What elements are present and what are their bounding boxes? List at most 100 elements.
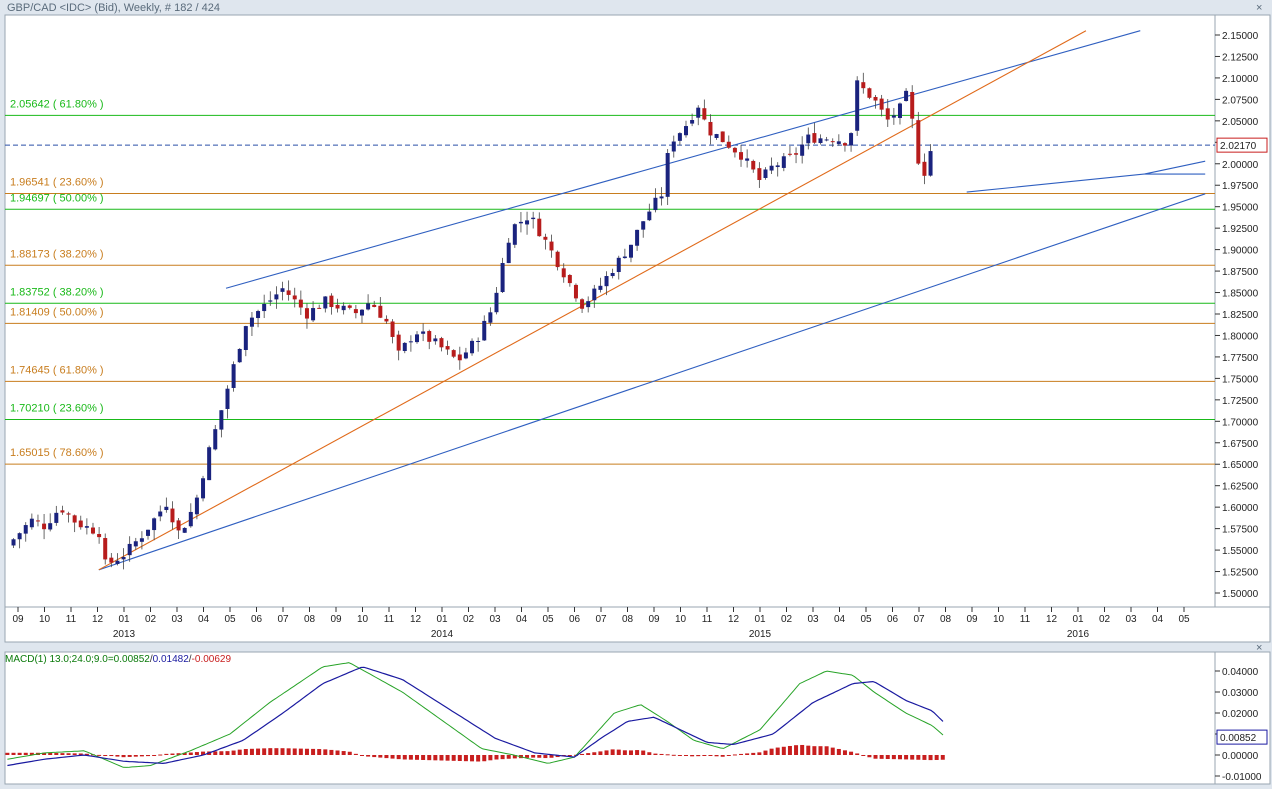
- year-label: 2015: [749, 629, 772, 640]
- macd-histogram-bar: [188, 752, 193, 755]
- macd-histogram-bar: [103, 755, 108, 756]
- candle-bull: [201, 478, 206, 499]
- price-tick-label: 1.50000: [1222, 589, 1259, 600]
- candle-bear: [90, 527, 95, 534]
- month-label: 07: [595, 614, 607, 625]
- close-icon[interactable]: ×: [1256, 2, 1262, 14]
- candle-bull: [488, 312, 493, 323]
- candle-bull: [653, 197, 658, 211]
- price-tick-label: 1.65000: [1222, 460, 1259, 471]
- month-label: 02: [781, 614, 793, 625]
- macd-histogram-bar: [904, 755, 909, 760]
- candle-bull: [152, 518, 157, 531]
- candle-bull: [225, 388, 230, 409]
- candle-bull: [274, 294, 279, 300]
- candle-bear: [292, 295, 297, 300]
- candle-bull: [470, 340, 475, 354]
- macd-histogram-bar: [84, 753, 89, 755]
- candle-bull: [506, 242, 511, 264]
- macd-histogram-bar: [311, 748, 316, 755]
- current-price-label: 2.02170: [1220, 141, 1257, 152]
- fib-level-label: 1.70210 ( 23.60% ): [10, 403, 104, 415]
- candle-bear: [916, 120, 921, 164]
- macd-axis[interactable]: [1214, 651, 1271, 785]
- macd-histogram-bar: [347, 751, 352, 755]
- candle-bull: [164, 506, 169, 511]
- candle-bear: [384, 318, 389, 322]
- candle-bear: [739, 152, 744, 160]
- candle-bull: [249, 317, 254, 327]
- price-tick-label: 1.97500: [1222, 181, 1259, 192]
- macd-histogram-bar: [72, 753, 77, 755]
- month-label: 04: [198, 614, 210, 625]
- macd-histogram-bar: [720, 755, 725, 757]
- candle-bear: [830, 141, 835, 143]
- candle-bull: [855, 80, 860, 131]
- macd-histogram-bar: [451, 755, 456, 761]
- price-tick-label: 1.95000: [1222, 203, 1259, 214]
- candle-bull: [84, 526, 89, 528]
- candle-bear: [451, 350, 456, 357]
- macd-histogram-bar: [415, 755, 420, 760]
- candle-bull: [359, 309, 364, 316]
- trendline-wedge-lower: [966, 173, 1145, 193]
- candle-bull: [714, 134, 719, 138]
- candles: [11, 72, 933, 570]
- month-label: 09: [966, 614, 978, 625]
- macd-value: 0.00852: [114, 654, 151, 665]
- candle-bear: [842, 143, 847, 146]
- macd-histogram-bar: [366, 755, 371, 757]
- candle-bear: [317, 307, 322, 309]
- price-panel[interactable]: [4, 14, 1216, 608]
- candle-bull: [745, 158, 750, 161]
- macd-histogram-bar: [390, 755, 395, 759]
- macd-histogram-bar: [763, 750, 768, 755]
- month-label: 07: [277, 614, 289, 625]
- macd-histogram-bar: [268, 748, 273, 755]
- macd-histogram-bar: [916, 755, 921, 760]
- time-axis[interactable]: [4, 606, 1271, 643]
- candle-bull: [115, 560, 120, 564]
- candle-bull: [366, 303, 371, 310]
- macd-histogram-bar: [445, 755, 450, 761]
- macd-histogram-bar: [897, 755, 902, 760]
- macd-histogram-bar: [885, 755, 890, 759]
- price-tick-label: 1.57500: [1222, 525, 1259, 536]
- price-tick-label: 1.87500: [1222, 267, 1259, 278]
- macd-histogram-bar: [806, 745, 811, 755]
- price-tick-label: 2.12500: [1222, 52, 1259, 63]
- macd-histogram-bar: [586, 753, 591, 755]
- time-axis-labels: 09 10 11 12 01 02 03 04 05 06 07 08 09 10 11 12 01 02 03 04…: [12, 607, 1190, 640]
- macd-close-icon[interactable]: ×: [1256, 642, 1262, 654]
- macd-histogram-bar: [158, 754, 163, 756]
- price-tick-label: 2.05000: [1222, 117, 1259, 128]
- macd-histogram-bar: [800, 744, 805, 755]
- macd-histogram-bar: [677, 755, 682, 756]
- candle-bull: [622, 256, 627, 259]
- price-tick-label: 1.72500: [1222, 396, 1259, 407]
- macd-histogram-bar: [292, 748, 297, 755]
- candle-bull: [806, 134, 811, 144]
- candle-bull: [146, 529, 151, 536]
- macd-histogram-bar: [794, 745, 799, 755]
- price-axis-labels: 2.150002.125002.100002.075002.050002.025…: [1215, 31, 1268, 600]
- candle-bear: [35, 520, 40, 522]
- macd-histogram-bar: [891, 755, 896, 760]
- macd-tick-label: 0.04000: [1222, 667, 1259, 678]
- candle-bull: [647, 211, 652, 221]
- macd-histogram-bar: [133, 755, 138, 757]
- candle-bear: [567, 275, 572, 284]
- month-label: 05: [224, 614, 236, 625]
- candle-bull: [415, 334, 420, 343]
- candle-bull: [592, 288, 597, 301]
- macd-tick-label: 0.00000: [1222, 751, 1259, 762]
- candle-bear: [390, 321, 395, 337]
- candle-bear: [329, 295, 334, 308]
- candle-bull: [133, 541, 138, 547]
- candle-bull: [482, 320, 487, 341]
- month-label: 11: [702, 614, 713, 625]
- macd-histogram-bar: [42, 752, 47, 755]
- candle-bull: [408, 341, 413, 343]
- candle-bull: [659, 196, 664, 199]
- price-axis[interactable]: [1214, 14, 1271, 608]
